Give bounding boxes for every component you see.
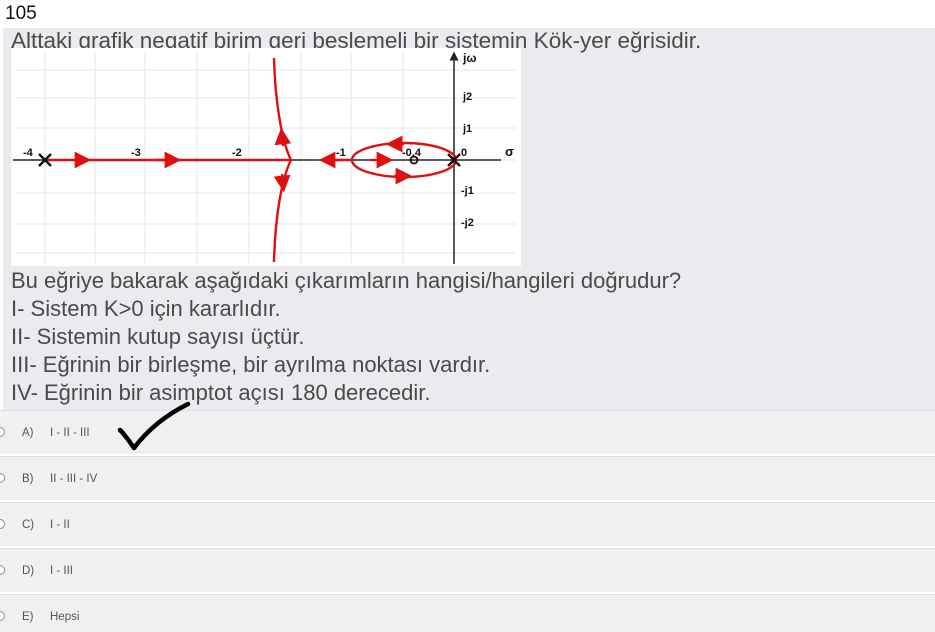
option-text: Hepsi — [50, 611, 80, 623]
x-tick: -2 — [232, 147, 242, 159]
statement-4: IV- Eğrinin bir asimptot açısı 180 derec… — [11, 380, 431, 405]
x-tick: -4 — [23, 147, 34, 159]
x-tick-labels: -4 -3 -2 -1 -0,4 0 — [23, 147, 467, 159]
option-a[interactable]: A) I - II - III — [0, 410, 935, 454]
statement-3: III- Eğrinin bir birleşme, bir ayrılma n… — [11, 352, 491, 377]
zero-mark — [409, 155, 419, 165]
option-letter: C) — [22, 519, 35, 531]
option-b[interactable]: B) II - III - IV — [0, 456, 935, 500]
radio-button[interactable] — [0, 427, 5, 437]
y-tick: -j2 — [461, 217, 474, 229]
x-tick: -1 — [336, 147, 346, 159]
checkmark-icon — [117, 401, 191, 451]
plot-grid — [16, 53, 516, 263]
radio-button[interactable] — [0, 565, 5, 575]
question-image: Alttaki grafik negatif birim geri beslem… — [3, 28, 935, 410]
option-d[interactable]: D) I - III — [0, 548, 935, 592]
option-letter: B) — [22, 473, 34, 485]
real-axis-label: σ — [505, 144, 514, 159]
y-tick: j2 — [462, 91, 472, 103]
option-c[interactable]: C) I - II — [0, 502, 935, 546]
question-number: 105 — [5, 3, 37, 24]
radio-button[interactable] — [0, 611, 5, 621]
option-e[interactable]: E) Hepsi — [0, 594, 935, 632]
x-tick: -0,4 — [402, 147, 422, 159]
y-tick-labels: j2 j1 -j1 -j2 — [461, 91, 474, 229]
radio-button[interactable] — [0, 473, 5, 483]
option-letter: A) — [22, 427, 34, 439]
option-text: I - III — [50, 565, 73, 577]
pole-marks — [38, 153, 461, 167]
x-tick: -3 — [131, 147, 141, 159]
statement-2: II- Sistemin kutup sayısı üçtür. — [11, 324, 305, 349]
y-tick: j1 — [462, 123, 472, 135]
x-tick: 0 — [461, 147, 467, 159]
option-text: II - III - IV — [50, 473, 98, 485]
y-tick: -j1 — [461, 185, 474, 197]
option-text: I - II — [50, 519, 70, 531]
statement-1: I- Sistem K>0 için kararlıdır. — [11, 296, 281, 321]
option-letter: E) — [22, 611, 34, 623]
question-prompt: Bu eğriye bakarak aşağıdaki çıkarımların… — [11, 268, 682, 293]
option-letter: D) — [22, 565, 35, 577]
imag-axis-label: jω — [462, 51, 476, 65]
radio-button[interactable] — [0, 519, 5, 529]
root-locus-branches — [45, 57, 458, 263]
root-locus-plot: jω σ -4 -3 -2 -1 -0,4 0 j2 j1 -j1 -j2 — [11, 48, 521, 266]
option-text: I - II - III — [50, 427, 90, 439]
